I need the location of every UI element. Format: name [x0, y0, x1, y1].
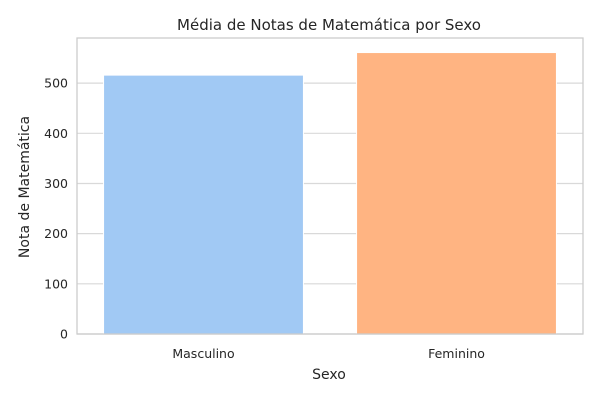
bar-feminino [356, 52, 557, 335]
chart-title: Média de Notas de Matemática por Sexo [177, 16, 481, 34]
y-tick-label: 0 [60, 327, 68, 342]
x-tick-labels: Masculino Feminino [172, 346, 485, 361]
y-tick-label: 400 [44, 126, 68, 141]
bar-masculino [103, 74, 304, 335]
y-tick-label: 200 [44, 226, 68, 241]
y-tick-label: 300 [44, 176, 68, 191]
x-tick-label: Masculino [172, 346, 234, 361]
y-tick-labels: 0 100 200 300 400 500 [44, 76, 68, 342]
y-tick-label: 100 [44, 276, 68, 291]
x-tick-label: Feminino [428, 346, 485, 361]
y-axis-label: Nota de Matemática [17, 116, 33, 258]
x-axis-label: Sexo [312, 367, 346, 383]
plot-frame [76, 37, 584, 335]
y-tick-label: 500 [44, 76, 68, 91]
bars [103, 52, 557, 335]
